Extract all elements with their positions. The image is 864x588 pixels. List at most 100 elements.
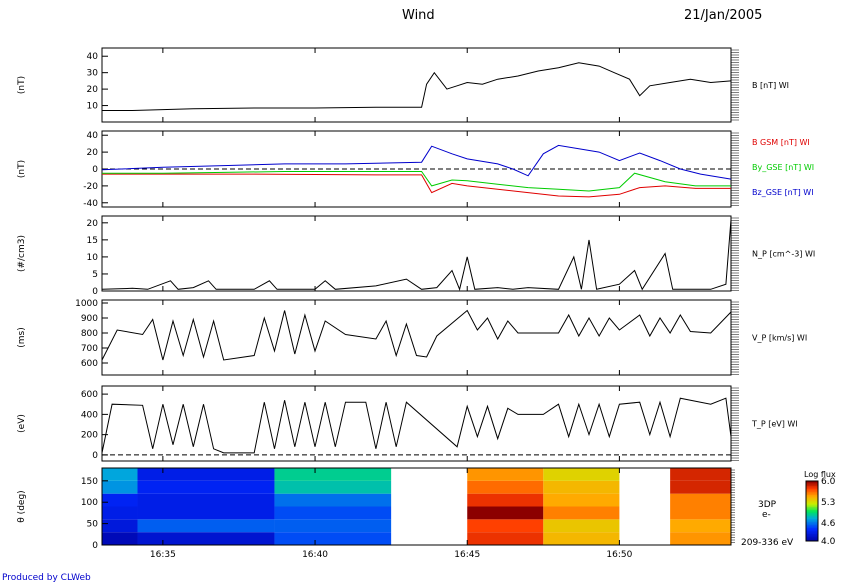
heatmap-cell-5-2 [670, 506, 731, 520]
heatmap-cell-1-5 [137, 468, 275, 481]
colorbar-swatch [806, 535, 818, 537]
legend-label: Bz_GSE [nT] WI [752, 188, 814, 197]
y-axis-label: (eV) [17, 414, 27, 433]
colorbar-swatch [806, 529, 818, 531]
heatmap-cell-0-0 [102, 532, 138, 545]
heatmap-cell-1-2 [137, 506, 275, 520]
heatmap-cell-5-1 [670, 519, 731, 533]
colorbar-swatch [806, 499, 818, 501]
y-tick-label: 20 [87, 148, 99, 158]
y-axis-label: (ms) [17, 327, 27, 347]
colorbar-swatch [806, 493, 818, 495]
colorbar-swatch [806, 521, 818, 524]
instrument-label: 3DP [758, 500, 777, 510]
heatmap-cell-4-3 [543, 493, 620, 507]
heatmap-cell-3-2 [467, 506, 544, 520]
y-tick-label: 10 [87, 253, 99, 263]
colorbar-swatch [806, 481, 818, 483]
y-tick-label: 50 [87, 520, 99, 530]
heatmap-cell-0-2 [102, 506, 138, 520]
colorbar-swatch [806, 526, 818, 528]
heatmap-cell-2-4 [274, 480, 392, 494]
colorbar-swatch [806, 488, 818, 491]
colorbar-swatch [806, 517, 818, 519]
panel-frame-b [101, 47, 732, 123]
heatmap-cell-3-1 [467, 519, 544, 533]
heatmap-cell-0-5 [102, 468, 138, 481]
colorbar-swatch [806, 524, 818, 527]
chart-title: Wind [402, 8, 435, 23]
heatmap-cell-0-1 [102, 519, 138, 533]
heatmap-cell-0-4 [102, 480, 138, 494]
colorbar-swatch [806, 496, 818, 498]
heatmap-cell-4-4 [543, 480, 620, 494]
series-line-bvec-1 [102, 171, 731, 192]
colorbar-tick-label: 5.3 [821, 498, 835, 508]
date-label: 21/Jan/2005 [684, 8, 763, 23]
heatmap-cell-2-3 [274, 493, 392, 507]
heatmap-cell-4-5 [543, 468, 620, 481]
colorbar-swatch [806, 520, 818, 522]
colorbar-tick-label: 4.0 [821, 537, 836, 547]
colorbar-swatch [806, 533, 818, 536]
panel-frame-tp [101, 385, 732, 462]
y-tick-label: 200 [81, 431, 98, 441]
legend-label: B [nT] WI [752, 81, 789, 90]
colorbar-tick-label: 6.0 [821, 477, 836, 487]
y-tick-label: 0 [92, 451, 98, 461]
y-tick-label: 40 [87, 52, 99, 62]
y-tick-label: 150 [81, 477, 98, 487]
heatmap-cell-4-1 [543, 519, 620, 533]
x-tick-label: 16:35 [150, 550, 176, 560]
y-tick-label: 100 [81, 498, 98, 508]
colorbar-swatch [806, 530, 818, 533]
y-tick-label: 0 [92, 165, 98, 175]
series-line-vp-0 [101, 309, 732, 361]
heatmap-cell-1-1 [137, 519, 275, 533]
colorbar-swatch [806, 484, 818, 486]
colorbar-swatch [806, 487, 818, 489]
series-line-b-0 [102, 62, 732, 111]
y-tick-label: 20 [87, 85, 99, 95]
colorbar-swatch [806, 508, 818, 510]
heatmap-cell-5-0 [670, 532, 731, 545]
heatmap-cell-1-3 [137, 493, 275, 507]
colorbar-swatch [806, 512, 818, 515]
credit-label: Produced by CLWeb [2, 573, 91, 583]
colorbar-title: Log flux [804, 470, 836, 479]
x-tick-label: 16:50 [606, 550, 632, 560]
right-tick-comb [731, 301, 739, 375]
heatmap-cell-3-4 [467, 480, 544, 494]
x-tick-label: 16:45 [454, 550, 480, 560]
y-axis-label: (#/cm3) [17, 235, 27, 272]
legend-label: T_P [eV] WI [751, 420, 798, 429]
colorbar-swatch [806, 511, 818, 513]
y-tick-label: 600 [81, 390, 98, 400]
y-tick-label: 15 [87, 236, 98, 246]
colorbar-swatch [806, 500, 818, 503]
x-tick-label: 16:40 [302, 550, 328, 560]
colorbar-swatch [806, 497, 818, 500]
colorbar-swatch [806, 509, 818, 512]
colorbar-swatch [806, 505, 818, 507]
energy-label: 209-336 eV [741, 538, 794, 548]
colorbar-tick-label: 4.6 [821, 519, 836, 529]
y-tick-label: 0 [92, 541, 98, 551]
heatmap-cell-4-0 [543, 532, 620, 545]
y-axis-label: θ (deg) [17, 490, 27, 522]
heatmap-cell-3-3 [467, 493, 544, 507]
colorbar-swatch [806, 532, 818, 534]
right-tick-comb [731, 132, 739, 206]
y-tick-label: -20 [83, 182, 98, 192]
y-axis-label: (nT) [17, 160, 27, 178]
heatmap-cell-5-4 [670, 480, 731, 494]
panel-frame-np [101, 215, 732, 292]
colorbar-swatch [806, 491, 818, 494]
series-line-tp-0 [101, 397, 732, 454]
y-tick-label: 1000 [75, 299, 98, 309]
heatmap-cell-0-3 [102, 493, 138, 507]
heatmap-cell-3-5 [467, 468, 544, 481]
colorbar-swatch [806, 506, 818, 509]
